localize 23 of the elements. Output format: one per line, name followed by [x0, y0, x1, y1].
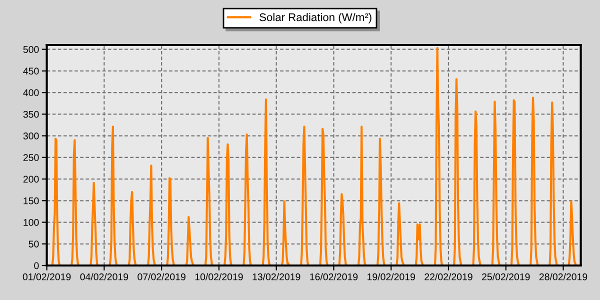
x-tick-label: 07/02/2019 — [138, 273, 186, 280]
legend-label: Solar Radiation (W/m²) — [260, 13, 372, 24]
y-tick-label: 450 — [23, 68, 39, 75]
x-tick-label: 13/02/2019 — [252, 273, 300, 280]
x-tick-label: 04/02/2019 — [80, 273, 128, 280]
x-tick-label: 22/02/2019 — [424, 273, 472, 280]
y-tick-label: 50 — [28, 240, 39, 248]
x-tick-label: 25/02/2019 — [482, 273, 530, 280]
x-tick-label: 10/02/2019 — [195, 273, 243, 280]
line-series — [51, 46, 578, 266]
x-tick-label: 01/02/2019 — [22, 273, 71, 280]
y-tick-label: 0 — [34, 262, 39, 270]
y-tick-label: 250 — [23, 154, 39, 162]
y-tick-label: 400 — [23, 89, 39, 96]
y-tick-label: 500 — [23, 46, 39, 53]
y-tick-label: 300 — [23, 132, 39, 140]
y-tick-label: 350 — [23, 110, 39, 118]
x-tick-label: 28/02/2019 — [539, 273, 588, 280]
x-tick-label: 19/02/2019 — [368, 273, 415, 280]
x-tick-label: 16/02/2019 — [310, 273, 358, 280]
y-tick-label: 100 — [24, 219, 39, 226]
y-tick-label: 150 — [24, 197, 39, 204]
y-tick-label: 200 — [23, 176, 39, 183]
